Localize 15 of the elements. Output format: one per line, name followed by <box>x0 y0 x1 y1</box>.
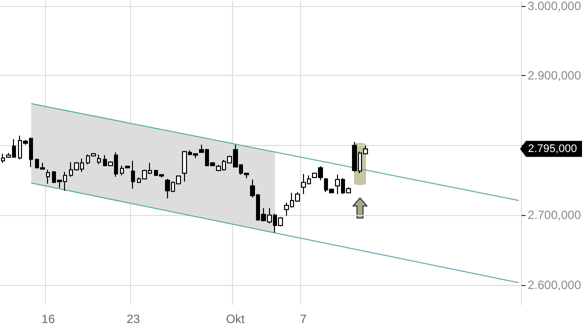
candlestick <box>125 165 130 169</box>
y-tick-label: 2.600,000 <box>528 278 582 292</box>
text: 2.795,000 <box>528 142 577 155</box>
candlestick <box>97 154 101 165</box>
x-tick-label: 7 <box>300 312 307 326</box>
x-tick-label: 23 <box>126 312 140 326</box>
candlestick <box>46 169 50 184</box>
x-tick-label: 16 <box>42 312 56 326</box>
y-tick-label: 3.000,000 <box>528 0 582 13</box>
x-tick-label: Okt <box>226 312 246 326</box>
y-tick-label: 2.900,000 <box>528 68 582 83</box>
y-tick-label: 2.700,000 <box>528 208 582 222</box>
candlestick <box>131 160 135 190</box>
candlestick <box>120 165 124 176</box>
candlestick <box>1 153 5 164</box>
